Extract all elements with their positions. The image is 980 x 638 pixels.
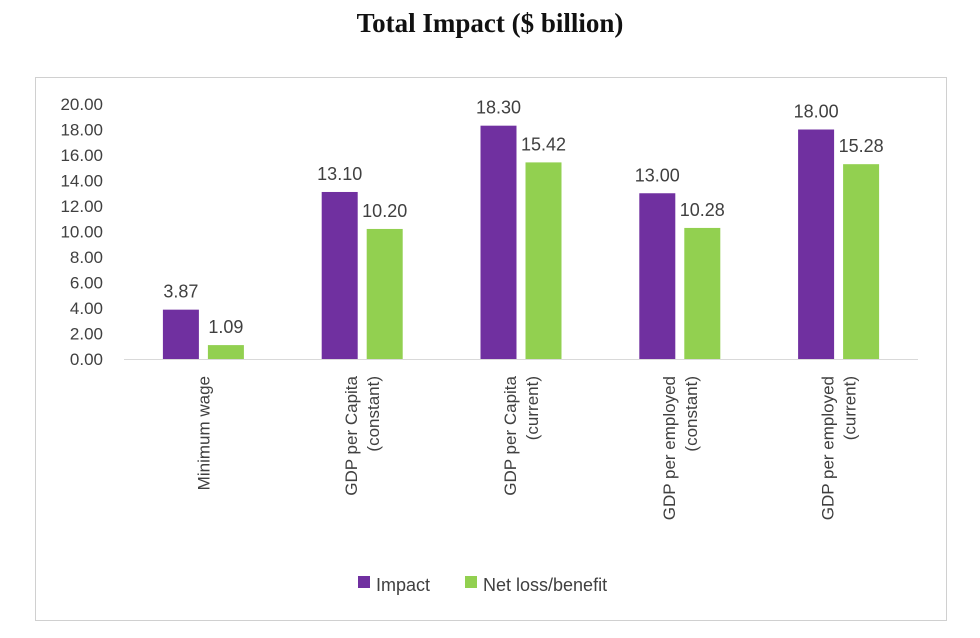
y-tick-label: 12.00 [60, 197, 103, 216]
chart-title: Total Impact ($ billion) [356, 8, 624, 38]
data-label: 13.10 [317, 164, 362, 184]
chart-frame [35, 77, 947, 621]
category-label: GDP per Capita (constant) [342, 375, 383, 495]
category-label-line: Minimum wage [194, 376, 213, 490]
y-tick-label: 14.00 [60, 172, 103, 191]
y-tick-label: 0.00 [70, 350, 103, 369]
category-label-line: GDP per employed [819, 376, 838, 520]
legend-swatch-impact [358, 576, 370, 588]
category-label-line: (current) [523, 376, 542, 440]
data-label: 1.09 [208, 317, 243, 337]
y-tick-label: 10.00 [60, 223, 103, 242]
bar-net-loss-benefit [366, 228, 403, 359]
bar-impact [639, 193, 676, 359]
category-label-line: (current) [841, 376, 860, 440]
category-label: GDP per Capita (current) [501, 375, 542, 495]
bar-net-loss-benefit [843, 164, 880, 359]
bar-impact [162, 309, 199, 359]
data-label: 15.28 [839, 136, 884, 156]
data-label: 3.87 [163, 282, 198, 302]
data-label: 13.00 [635, 165, 680, 185]
bar-impact [480, 125, 517, 359]
y-tick-label: 6.00 [70, 274, 103, 293]
bar-net-loss-benefit [525, 162, 562, 359]
category-label-line: (constant) [364, 376, 383, 452]
bar-impact [321, 191, 358, 359]
category-label-line: GDP per Capita [342, 375, 361, 495]
category-label: GDP per employed (constant) [660, 376, 701, 520]
category-label: Minimum wage [194, 376, 213, 490]
y-tick-label: 20.00 [60, 95, 103, 114]
y-tick-label: 4.00 [70, 299, 103, 318]
bar-net-loss-benefit [684, 227, 721, 359]
bar-net-loss-benefit [207, 345, 244, 359]
category-label-line: GDP per Capita [501, 375, 520, 495]
y-tick-label: 8.00 [70, 248, 103, 267]
data-label: 10.28 [680, 200, 725, 220]
y-tick-label: 18.00 [60, 121, 103, 140]
category-label: GDP per employed (current) [819, 376, 860, 520]
data-label: 15.42 [521, 134, 566, 154]
category-label-line: (constant) [682, 376, 701, 452]
y-tick-label: 16.00 [60, 146, 103, 165]
legend-label: Impact [376, 575, 430, 595]
y-tick-label: 2.00 [70, 325, 103, 344]
legend-label: Net loss/benefit [483, 575, 607, 595]
data-label: 18.00 [794, 102, 839, 122]
category-label-line: GDP per employed [660, 376, 679, 520]
bar-impact [798, 129, 835, 359]
legend-swatch-net-loss-benefit [465, 576, 477, 588]
data-label: 10.20 [362, 201, 407, 221]
data-label: 18.30 [476, 98, 521, 118]
